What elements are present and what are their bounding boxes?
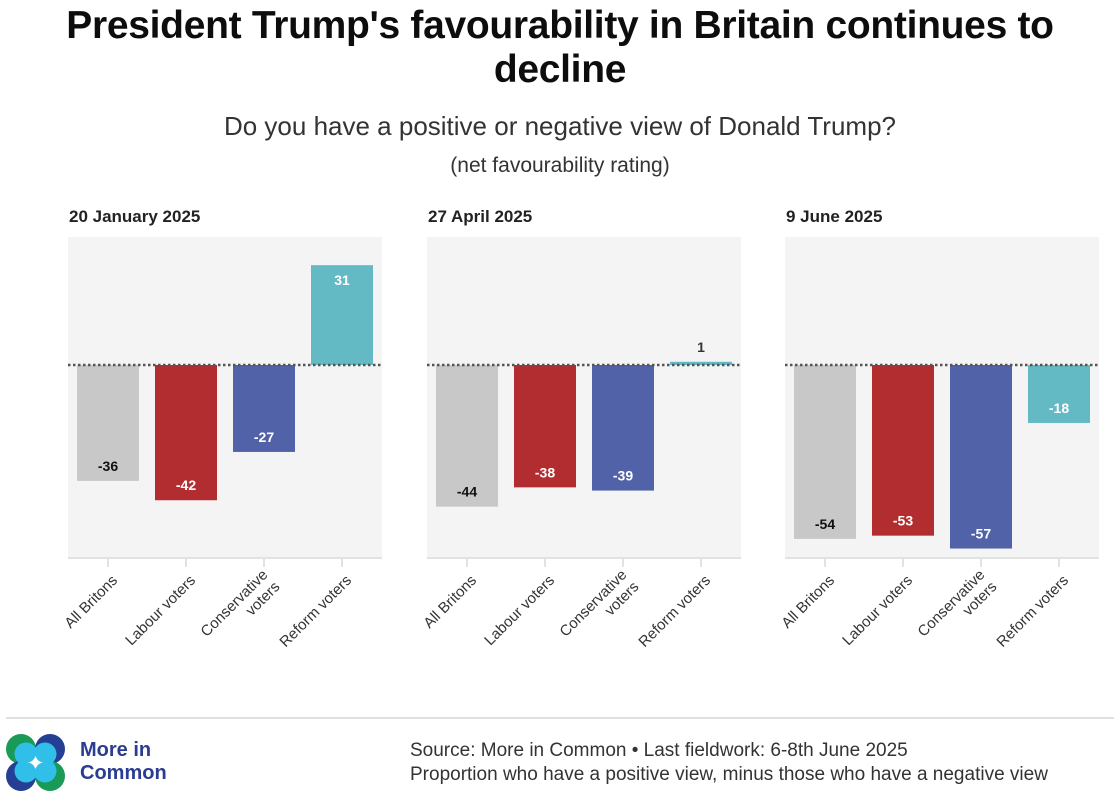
chart-subsubtitle: (net favourability rating) — [450, 154, 670, 177]
category-label: Reform voters — [635, 572, 714, 651]
category-label: All Britons — [61, 572, 121, 632]
category-label-line: Labour voters — [839, 572, 916, 649]
data-label: -18 — [1049, 400, 1069, 416]
data-label: -44 — [457, 484, 477, 500]
data-label: -27 — [254, 429, 274, 445]
bar-reform-voters — [670, 361, 732, 365]
category-label: Conservativevoters — [914, 566, 1000, 652]
category-label: All Britons — [778, 572, 838, 632]
bar-labour-voters — [155, 365, 217, 501]
footer-divider — [6, 717, 1114, 719]
logo-overlap — [33, 742, 57, 766]
bar-labour-voters — [514, 365, 576, 488]
bar-conservative-voters — [233, 365, 295, 452]
data-label: -39 — [613, 468, 633, 484]
bar-all-britons — [794, 365, 856, 539]
data-label: 1 — [697, 339, 705, 355]
logo-center — [27, 756, 44, 769]
category-label-line: All Britons — [420, 572, 480, 632]
category-label: Conservativevoters — [556, 566, 642, 652]
category-label-line: Reform voters — [993, 572, 1072, 651]
category-label-line: Labour voters — [122, 572, 199, 649]
bar-conservative-voters — [950, 365, 1012, 549]
data-label: 31 — [334, 272, 350, 288]
brand-name: More in Common — [80, 739, 167, 785]
more-in-common-logo-icon — [6, 734, 65, 791]
definition-line: Proportion who have a positive view, min… — [410, 764, 1048, 785]
panel-3: 9 June 2025 -54 -53 -57 -18 All Britons Labour… — [778, 207, 1099, 652]
bar-conservative-voters — [592, 365, 654, 491]
panel-title: 9 June 2025 — [786, 207, 882, 226]
source-note: Source: More in Common • Last fieldwork:… — [410, 739, 1048, 787]
data-label: -53 — [893, 513, 913, 529]
data-label: -54 — [815, 516, 835, 532]
bar-reform-voters — [1028, 365, 1090, 423]
bar-all-britons — [436, 365, 498, 507]
category-label: Labour voters — [122, 572, 199, 649]
category-label: Labour voters — [481, 572, 558, 649]
category-label-line: Labour voters — [481, 572, 558, 649]
data-label: -38 — [535, 464, 555, 480]
panel-2: 27 April 2025 -44 -38 -39 1 All Britons Labour… — [420, 207, 741, 652]
category-label-line: All Britons — [61, 572, 121, 632]
category-label: Reform voters — [993, 572, 1072, 651]
chart-title-line2: decline — [493, 48, 627, 91]
logo-overlap — [14, 759, 38, 783]
category-label: Labour voters — [839, 572, 916, 649]
logo-overlap — [33, 759, 57, 783]
data-label: -57 — [971, 526, 991, 542]
category-label: Reform voters — [276, 572, 355, 651]
category-label-line: All Britons — [778, 572, 838, 632]
panel-1: 20 January 2025 -36 -42 -27 31 All Britons Lab… — [61, 207, 382, 652]
bar-labour-voters — [872, 365, 934, 536]
category-label: Conservativevoters — [197, 566, 283, 652]
category-label-line: Reform voters — [276, 572, 355, 651]
chart-title-line1: President Trump's favourability in Brita… — [66, 4, 1054, 47]
data-label: -42 — [176, 477, 196, 493]
category-label-line: Reform voters — [635, 572, 714, 651]
bar-all-britons — [77, 365, 139, 481]
data-label: -36 — [98, 458, 118, 474]
source-line: Source: More in Common • Last fieldwork:… — [410, 740, 908, 761]
brand-line2: Common — [80, 762, 167, 784]
panel-title: 27 April 2025 — [428, 207, 532, 226]
chart-title: President Trump's favourability in Brita… — [0, 4, 1120, 92]
brand-line1: More in — [80, 739, 152, 761]
chart-subtitle: Do you have a positive or negative view … — [223, 111, 897, 141]
category-label: All Britons — [420, 572, 480, 632]
panel-title: 20 January 2025 — [69, 207, 200, 226]
bar-reform-voters — [311, 265, 373, 365]
logo-overlap — [14, 742, 38, 766]
